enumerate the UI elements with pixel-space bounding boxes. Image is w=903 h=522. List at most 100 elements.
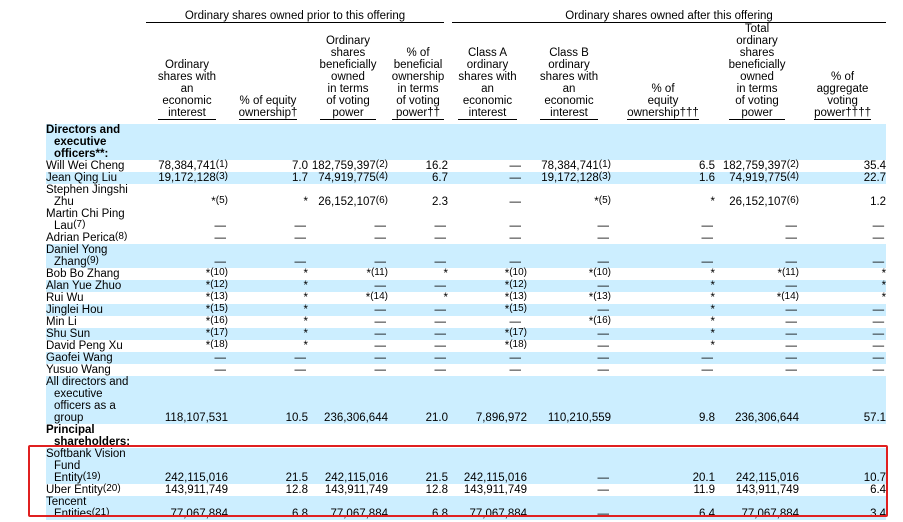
footnote-ref: (6) bbox=[786, 195, 800, 206]
column-header-1: Ordinary shares with an economic interest bbox=[146, 23, 228, 122]
column-header-line: ownership† bbox=[238, 107, 298, 119]
table-cell bbox=[715, 124, 800, 160]
table-cell: * bbox=[881, 268, 887, 280]
footnote-ref: (1) bbox=[598, 159, 612, 170]
table-cell: 35.4 bbox=[863, 160, 887, 172]
table-cell: 20.1 bbox=[611, 448, 716, 484]
table-cell: *(10) bbox=[205, 267, 228, 281]
row-label: Will Wei Cheng bbox=[46, 160, 146, 172]
table-cell: * bbox=[710, 268, 716, 280]
row-label-line: Directors and bbox=[46, 124, 121, 136]
table-cell: — bbox=[294, 364, 307, 376]
table-cell: * bbox=[443, 268, 449, 280]
column-header-line: shares with bbox=[539, 71, 599, 83]
table-cell: 182,759,397(2) bbox=[722, 159, 800, 173]
table-cell: *(16) bbox=[205, 315, 228, 329]
footnote-ref: (14) bbox=[370, 291, 388, 302]
table-cell: 21.5 bbox=[388, 448, 449, 484]
table-cell: — bbox=[597, 232, 610, 244]
table-cell: — bbox=[509, 220, 522, 232]
table-row: David Peng Xu *(18) * — — *(18) — * — — bbox=[46, 340, 886, 353]
table-cell: 242,115,016 bbox=[146, 448, 228, 484]
row-label: Min Li bbox=[46, 316, 146, 328]
table-cell: — bbox=[308, 328, 388, 340]
table-cell: *(13) bbox=[504, 291, 528, 305]
table-cell: * bbox=[611, 328, 716, 340]
table-cell: — bbox=[374, 340, 387, 352]
table-row: Stephen Jingshi Zhu *(5) * 26,152,107(6) 2.3—… bbox=[46, 184, 886, 208]
table-cell: 22.7 bbox=[799, 172, 887, 184]
row-label: Softbank Vision Fund Entity(19) bbox=[46, 448, 146, 484]
table-cell: * bbox=[710, 316, 716, 328]
table-cell: — bbox=[214, 364, 227, 376]
column-header-line: beneficially bbox=[728, 59, 786, 71]
table-cell: — bbox=[701, 220, 714, 232]
row-label-line: Uber Entity(20) bbox=[46, 483, 121, 497]
table-row: Gaofei Wang — — — — — — — — — bbox=[46, 352, 887, 364]
table-cell: — bbox=[374, 364, 387, 376]
table-row: Principal shareholders: bbox=[46, 424, 886, 448]
column-header-2: % of equity ownership† bbox=[228, 23, 308, 122]
row-label: Gaofei Wang bbox=[46, 352, 146, 364]
column-header-line: power†† bbox=[395, 107, 441, 119]
table-cell: *(12) bbox=[146, 280, 228, 292]
footnote-ref: (5) bbox=[598, 195, 612, 206]
table-cell: *(11) bbox=[777, 267, 800, 281]
row-label: Yusuo Wang bbox=[46, 364, 146, 376]
table-cell: * bbox=[611, 280, 716, 292]
table-cell: * bbox=[228, 304, 308, 316]
column-header-line: of voting bbox=[326, 95, 370, 107]
footnote-ref: (13) bbox=[593, 291, 612, 302]
row-label-line: Stephen Jingshi bbox=[46, 184, 128, 196]
column-header-line: economic bbox=[544, 95, 594, 107]
footnote-ref: (5) bbox=[215, 195, 228, 206]
column-header-text: % of aggregate voting power†††† bbox=[814, 71, 871, 120]
column-header-4: % of beneficial ownership in terms of voting… bbox=[388, 23, 448, 122]
table-cell: — bbox=[597, 220, 610, 232]
table-cell: — bbox=[434, 364, 447, 376]
table-cell bbox=[146, 424, 228, 448]
footnote-ref: (11) bbox=[370, 267, 388, 278]
footnote-ref: (10) bbox=[210, 267, 228, 278]
footnote-ref: (11) bbox=[781, 267, 800, 278]
column-header-line: interest bbox=[168, 107, 206, 119]
table-row: Jean Qing Liu 19,172,128(3) 1.7 74,919,775(… bbox=[46, 172, 887, 184]
table-cell: 6.8 bbox=[388, 496, 449, 520]
table-cell: 1.2 bbox=[870, 196, 887, 208]
column-header-row: Ordinary shares with an economic interest% o… bbox=[46, 23, 886, 122]
row-label-line: Zhu bbox=[54, 196, 74, 208]
row-label-line: Will Wei Cheng bbox=[46, 160, 125, 172]
table-cell: — bbox=[509, 232, 522, 244]
table-cell: — bbox=[611, 244, 716, 268]
table-cell: 6.7 bbox=[388, 172, 449, 184]
table-cell: — bbox=[388, 352, 449, 364]
table-cell: *(5) bbox=[211, 195, 228, 209]
column-header-8: Total ordinary shares beneficially owned in t… bbox=[715, 23, 799, 122]
table-cell bbox=[611, 124, 716, 160]
table-cell: — bbox=[872, 220, 885, 232]
table-cell: *(11) bbox=[366, 267, 388, 281]
table-cell: 236,306,644 bbox=[308, 376, 388, 424]
table-cell bbox=[146, 124, 228, 160]
table-cell bbox=[308, 124, 388, 160]
table-cell: *(12) bbox=[448, 280, 528, 292]
table-cell: 6.4 bbox=[611, 496, 716, 520]
row-label-line: Principal bbox=[46, 424, 95, 436]
column-header-line: shares with bbox=[157, 71, 217, 83]
table-cell: *(15) bbox=[448, 304, 528, 316]
table-cell: — bbox=[214, 220, 227, 232]
table-row: Yusuo Wang — — — — — — — — — bbox=[46, 364, 886, 376]
row-label: Martin Chi Ping Lau(7) bbox=[46, 208, 146, 232]
table-cell: 77,067,884 bbox=[448, 496, 528, 520]
column-header-line: power†††† bbox=[814, 107, 871, 119]
row-label-line: Shu Sun bbox=[46, 328, 91, 340]
footnote-ref: (14) bbox=[781, 291, 800, 302]
column-header-line: economic bbox=[162, 95, 212, 107]
table-cell: — bbox=[509, 364, 522, 376]
row-label: Uber Entity(20) bbox=[46, 483, 146, 497]
column-header-3: Ordinary shares beneficially owned in terms o… bbox=[308, 23, 388, 122]
